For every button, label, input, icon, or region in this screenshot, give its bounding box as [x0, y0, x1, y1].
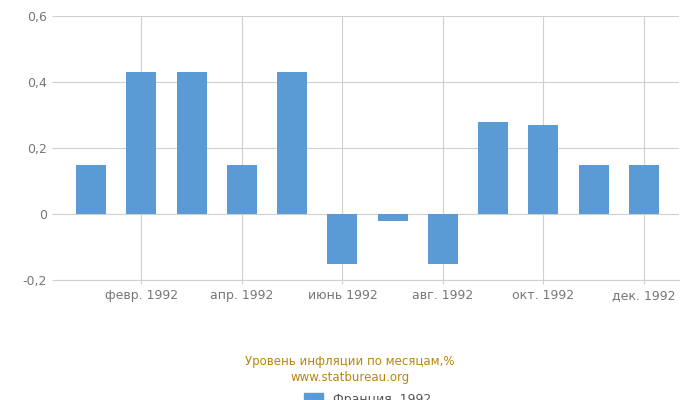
Bar	[629, 164, 659, 214]
Bar	[126, 72, 157, 214]
Text: Уровень инфляции по месяцам,%: Уровень инфляции по месяцам,%	[245, 356, 455, 368]
Bar	[578, 164, 609, 214]
Bar	[478, 122, 508, 214]
Bar	[176, 72, 206, 214]
Bar	[227, 164, 257, 214]
Bar	[428, 214, 458, 264]
Bar	[277, 72, 307, 214]
Bar	[76, 164, 106, 214]
Bar	[377, 214, 407, 221]
Bar	[528, 125, 559, 214]
Text: www.statbureau.org: www.statbureau.org	[290, 372, 410, 384]
Bar	[328, 214, 358, 264]
Legend: Франция, 1992: Франция, 1992	[299, 388, 436, 400]
